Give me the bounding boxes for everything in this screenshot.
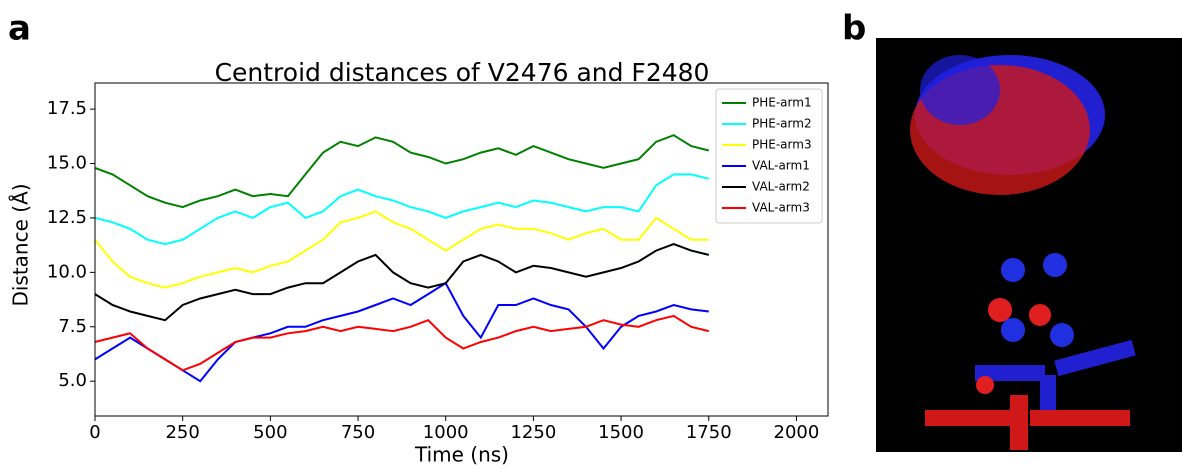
y-tick-label: 17.5 xyxy=(47,98,87,119)
atoms-red xyxy=(1029,304,1051,326)
y-tick-label: 12.5 xyxy=(47,207,87,228)
helix-red xyxy=(1030,410,1130,426)
atoms-blue xyxy=(1043,253,1067,277)
atoms-red xyxy=(976,376,994,394)
legend-box xyxy=(715,88,823,224)
legend-label: VAL-arm3 xyxy=(752,201,810,215)
atoms-blue xyxy=(1050,323,1074,347)
x-tick-label: 0 xyxy=(89,422,100,443)
x-tick-label: 1250 xyxy=(510,422,556,443)
chart-title: Centroid distances of V2476 and F2480 xyxy=(215,58,710,87)
helix-blue xyxy=(1054,339,1136,377)
molecule-image xyxy=(876,38,1182,452)
atoms-red xyxy=(988,298,1012,322)
x-tick-label: 2000 xyxy=(774,422,820,443)
helix-red xyxy=(925,410,1015,426)
series-line xyxy=(94,314,710,372)
panel-label: a xyxy=(8,9,31,49)
x-tick-label: 750 xyxy=(341,422,375,443)
atoms-blue xyxy=(1001,318,1025,342)
x-tick-label: 500 xyxy=(253,422,287,443)
protein-blue xyxy=(920,55,1000,125)
series-line xyxy=(94,134,710,209)
series-line xyxy=(94,281,709,383)
x-tick-label: 1500 xyxy=(598,422,644,443)
y-tick-label: 15.0 xyxy=(47,153,87,174)
helix-blue xyxy=(975,365,1045,381)
x-axis-label: Time (ns) xyxy=(414,443,509,467)
y-tick-label: 10.0 xyxy=(47,261,87,282)
y-tick-label: 5.0 xyxy=(58,370,87,391)
panel-label: b xyxy=(842,9,866,49)
helix-blue xyxy=(1040,375,1056,415)
y-axis-label: Distance (Å) xyxy=(9,183,33,306)
legend-label: VAL-arm2 xyxy=(752,180,810,194)
plot-frame xyxy=(94,82,829,417)
helix-red xyxy=(1010,395,1028,450)
y-tick-label: 7.5 xyxy=(58,316,87,337)
x-tick-label: 250 xyxy=(165,422,199,443)
x-tick-label: 1000 xyxy=(423,422,469,443)
series-line xyxy=(94,210,709,289)
legend-label: PHE-arm3 xyxy=(752,138,812,152)
legend-label: PHE-arm2 xyxy=(752,117,812,131)
atoms-blue xyxy=(1001,258,1025,282)
x-tick-label: 1750 xyxy=(686,422,732,443)
legend-label: PHE-arm1 xyxy=(752,96,812,110)
series-line xyxy=(94,243,710,322)
series-line xyxy=(94,173,710,246)
legend-label: VAL-arm1 xyxy=(752,159,810,173)
plot-area: 0 250 500 750 1000 1250 1500 1750 2000 5.0 7.5 10.0… xyxy=(47,82,829,443)
